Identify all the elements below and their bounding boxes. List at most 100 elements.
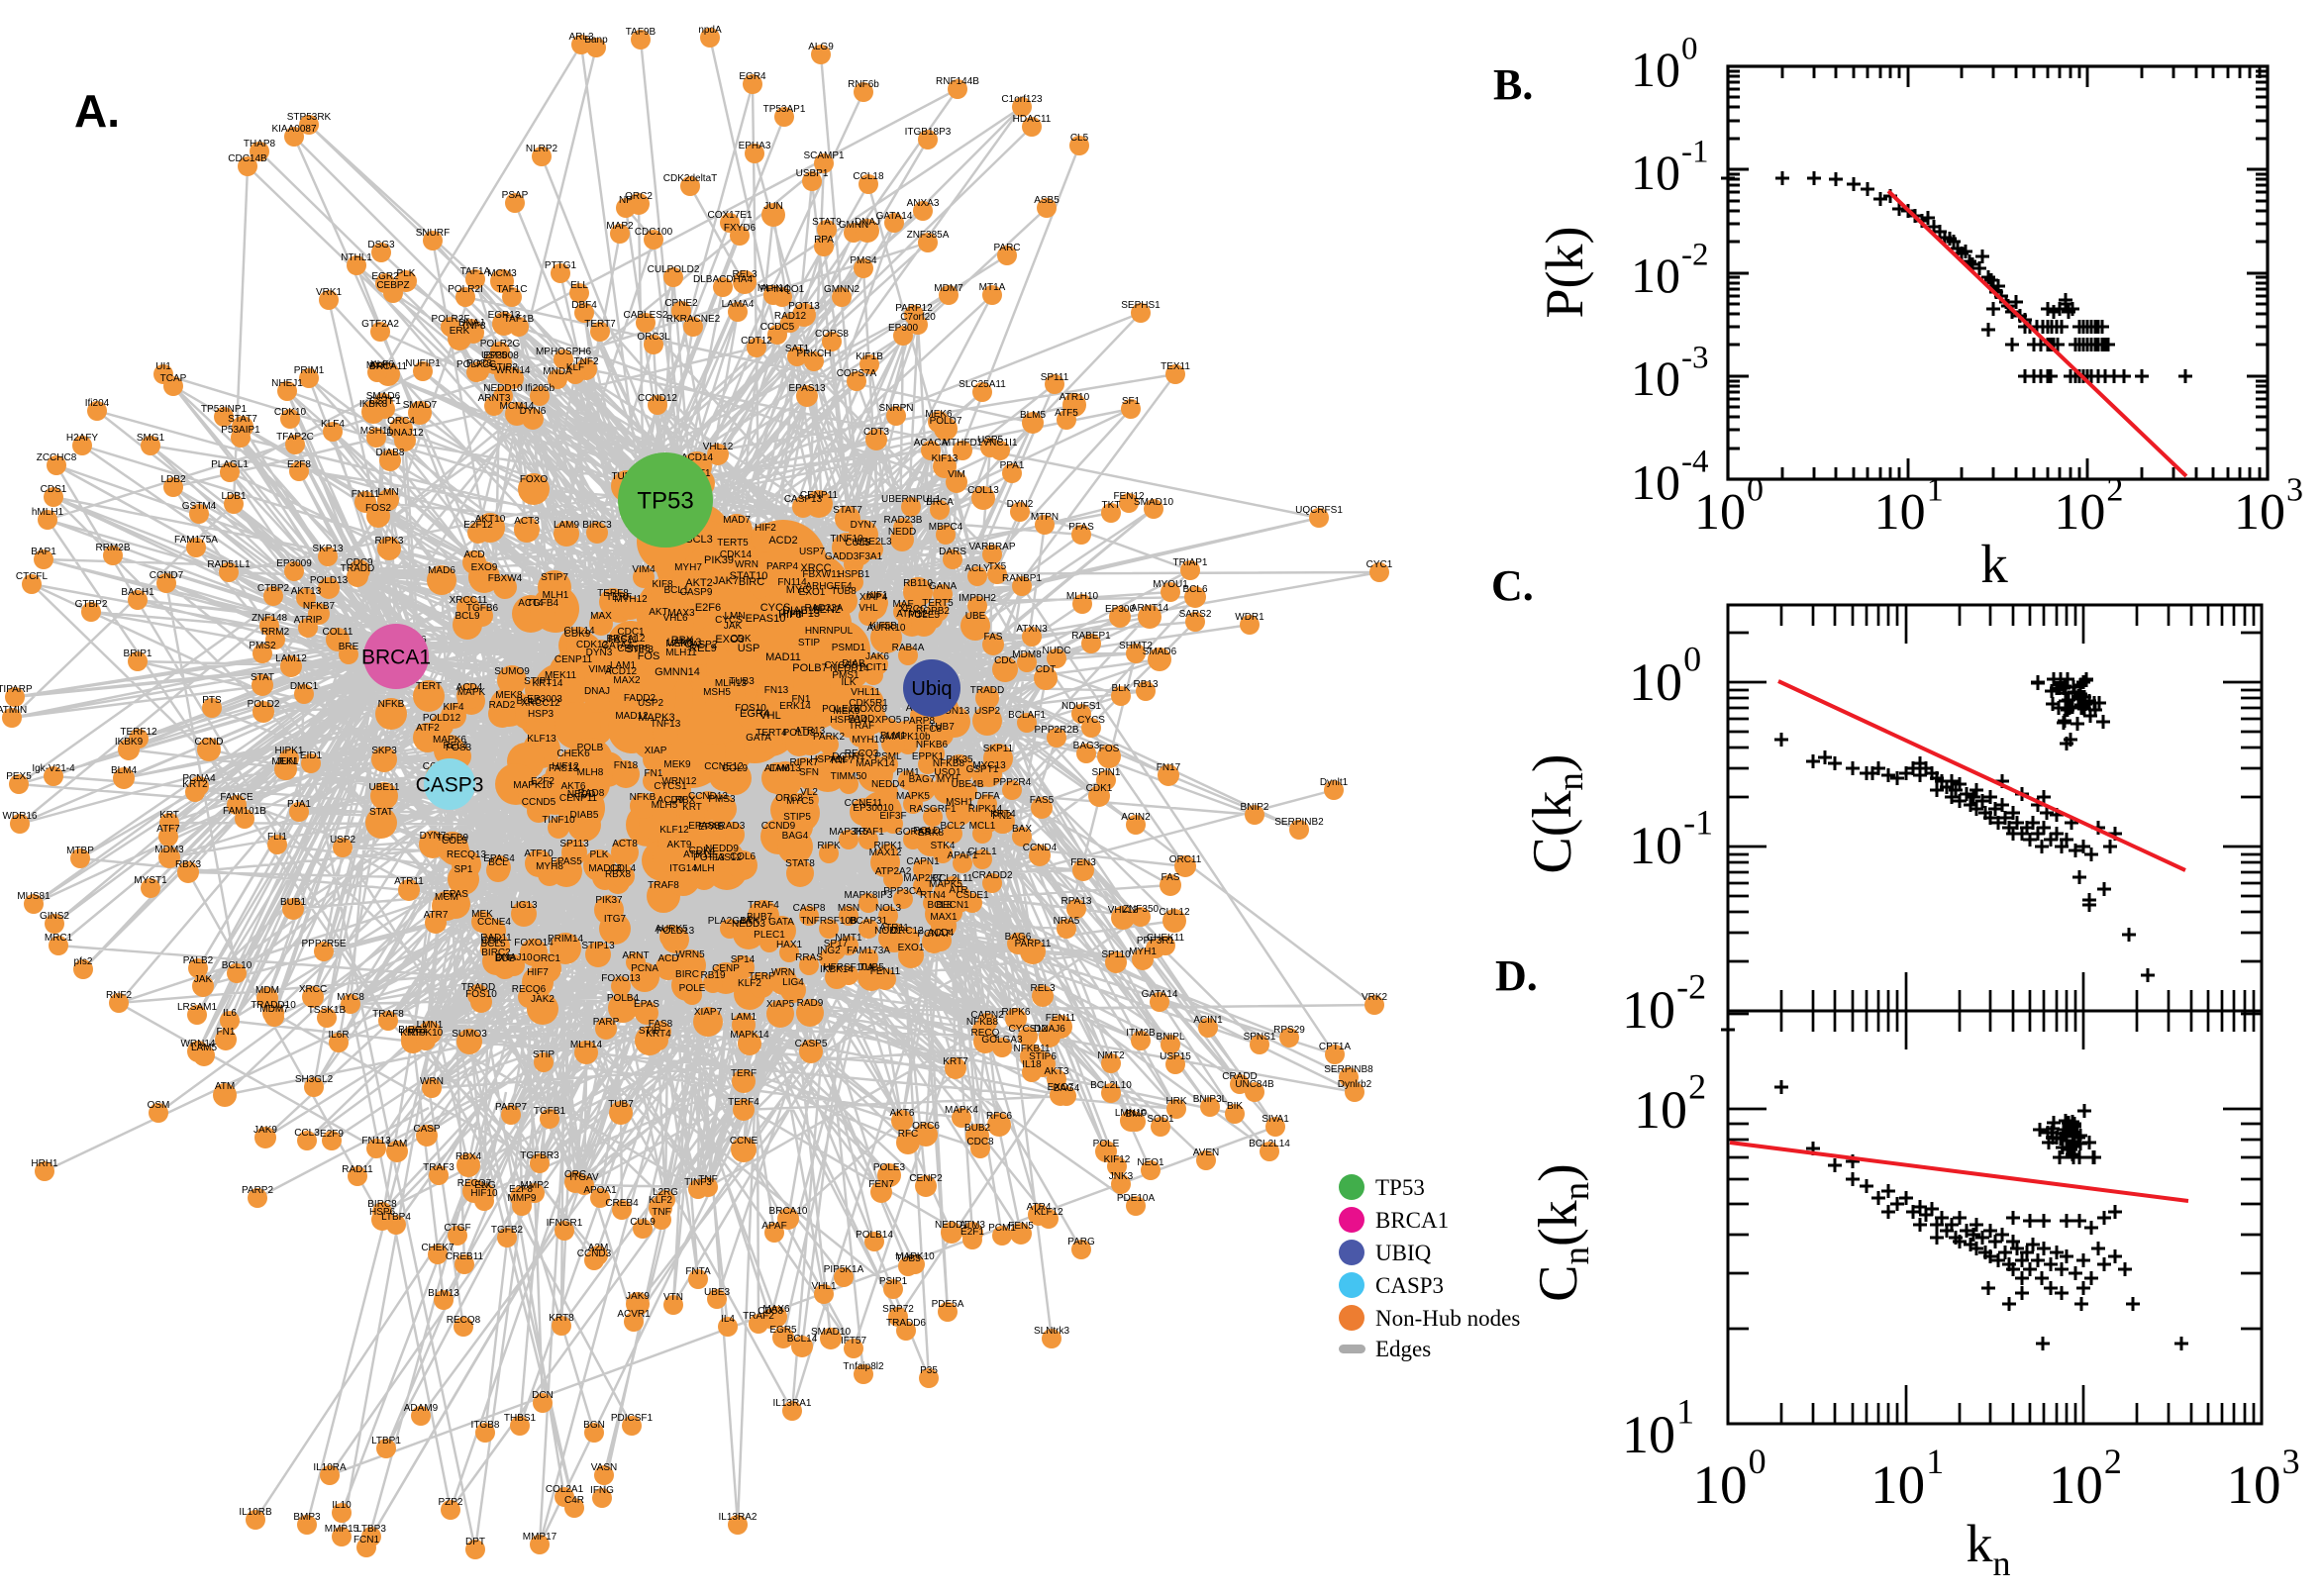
svg-text:ACD14: ACD14 <box>681 452 714 463</box>
svg-text:LAM5: LAM5 <box>191 1043 218 1053</box>
svg-text:MTBP: MTBP <box>66 846 94 856</box>
svg-text:ORC6: ORC6 <box>912 1121 940 1132</box>
svg-text:Dynlrb2: Dynlrb2 <box>1338 1079 1372 1090</box>
svg-text:EP300: EP300 <box>1105 604 1135 615</box>
svg-text:ITGB8: ITGB8 <box>471 1420 500 1431</box>
svg-text:MEK1: MEK1 <box>271 756 299 767</box>
svg-text:ATR11: ATR11 <box>394 876 424 887</box>
svg-text:EIF3F: EIF3F <box>879 811 906 822</box>
svg-text:MAX: MAX <box>590 611 612 622</box>
svg-text:PLA2G4A: PLA2G4A <box>708 916 753 927</box>
svg-text:RECQ6: RECQ6 <box>512 984 547 995</box>
svg-text:STP53RK: STP53RK <box>287 112 332 123</box>
svg-text:SHMT2: SHMT2 <box>1119 641 1153 651</box>
svg-text:WRN12: WRN12 <box>661 776 696 787</box>
svg-text:APAF1: APAF1 <box>948 850 978 861</box>
svg-text:CASP13: CASP13 <box>784 494 823 505</box>
svg-text:DYN6: DYN6 <box>520 406 547 417</box>
svg-text:STIP: STIP <box>639 1026 661 1037</box>
svg-text:HSPA1L: HSPA1L <box>810 754 848 765</box>
svg-text:TNF: TNF <box>698 1174 717 1185</box>
svg-text:TRADD10: TRADD10 <box>251 1000 296 1011</box>
svg-text:10: 10 <box>1622 980 1675 1040</box>
svg-text:ZNF385A: ZNF385A <box>907 230 950 241</box>
svg-text:RRAS: RRAS <box>795 952 823 963</box>
svg-text:JNK3: JNK3 <box>1109 1171 1134 1182</box>
svg-text:ITGAV: ITGAV <box>569 1172 599 1183</box>
svg-text:BUB1: BUB1 <box>280 897 307 908</box>
svg-text:NUFIP1: NUFIP1 <box>405 358 441 369</box>
svg-text:KRT4: KRT4 <box>990 809 1016 820</box>
svg-text:SKP3: SKP3 <box>371 746 397 756</box>
svg-text:CDS1: CDS1 <box>41 484 67 495</box>
svg-text:ACT4: ACT4 <box>518 598 544 609</box>
svg-text:BLM13: BLM13 <box>428 1288 459 1299</box>
svg-text:RFC8: RFC8 <box>916 724 943 735</box>
svg-text:BCL2L10: BCL2L10 <box>1090 1080 1132 1091</box>
svg-text:APAF: APAF <box>761 1221 786 1232</box>
svg-text:MAD7: MAD7 <box>723 515 751 526</box>
svg-text:ILK: ILK <box>841 677 856 688</box>
svg-text:PSIP1: PSIP1 <box>879 1276 908 1287</box>
svg-text:CYCS5: CYCS5 <box>824 660 858 671</box>
svg-text:BCL9: BCL9 <box>454 611 479 622</box>
svg-text:USBP1: USBP1 <box>796 168 829 179</box>
svg-text:XIAP7: XIAP7 <box>694 1007 723 1018</box>
svg-text:MCL1: MCL1 <box>969 821 996 832</box>
svg-text:A2M: A2M <box>588 1243 609 1253</box>
svg-text:CENP: CENP <box>712 963 740 974</box>
svg-text:Tnfaip8l2: Tnfaip8l2 <box>843 1361 884 1372</box>
svg-text:ACIN2: ACIN2 <box>1121 812 1151 823</box>
svg-text:PSMD1: PSMD1 <box>832 643 866 653</box>
svg-text:PZP2: PZP2 <box>438 1497 462 1508</box>
svg-text:MEK: MEK <box>471 909 493 920</box>
svg-text:EXO9: EXO9 <box>471 562 498 573</box>
svg-text:EPPK1: EPPK1 <box>912 751 945 762</box>
svg-text:ADAM9: ADAM9 <box>404 1403 439 1414</box>
svg-text:EPAS5: EPAS5 <box>551 856 582 867</box>
svg-text:MTPN: MTPN <box>1031 512 1059 523</box>
svg-text:MLH: MLH <box>693 863 714 874</box>
svg-text:PCM1: PCM1 <box>988 1223 1016 1234</box>
svg-text:REL4: REL4 <box>443 741 467 751</box>
svg-text:RB13: RB13 <box>1133 679 1158 690</box>
svg-text:EP3008: EP3008 <box>483 350 519 361</box>
svg-text:TGFBR3: TGFBR3 <box>520 1150 559 1161</box>
svg-text:TUB8: TUB8 <box>831 586 857 597</box>
svg-text:IL18: IL18 <box>1022 1059 1042 1070</box>
svg-text:FOS3: FOS3 <box>446 743 472 753</box>
svg-text:HIPK1: HIPK1 <box>275 746 304 756</box>
svg-text:ATR7: ATR7 <box>424 910 449 921</box>
svg-text:MPHOSPH6: MPHOSPH6 <box>536 347 592 357</box>
svg-text:TGFB9: TGFB9 <box>437 833 469 844</box>
svg-text:BLM1: BLM1 <box>880 731 907 742</box>
svg-text:STIP2: STIP2 <box>490 362 518 373</box>
svg-text:ACIN1: ACIN1 <box>1193 1015 1223 1026</box>
svg-text:3: 3 <box>2282 1442 2300 1481</box>
svg-text:-4: -4 <box>1681 445 1709 480</box>
svg-text:HIF12: HIF12 <box>552 761 579 772</box>
svg-text:TNFRSF10B: TNFRSF10B <box>800 916 858 927</box>
svg-text:MT1A: MT1A <box>979 282 1006 293</box>
svg-text:BRCA: BRCA <box>926 497 954 508</box>
svg-text:EPAS: EPAS <box>634 999 659 1010</box>
svg-text:COL9: COL9 <box>722 763 749 774</box>
svg-text:DFFA: DFFA <box>974 791 1000 802</box>
svg-text:ACD4: ACD4 <box>456 682 483 693</box>
svg-text:CASP5: CASP5 <box>795 1039 828 1049</box>
svg-text:-1: -1 <box>1681 135 1709 170</box>
svg-text:RBX4: RBX4 <box>455 1151 482 1162</box>
svg-text:FAS5: FAS5 <box>1030 795 1055 806</box>
svg-text:APOA1: APOA1 <box>583 1185 617 1196</box>
svg-text:RNF2: RNF2 <box>106 990 133 1001</box>
svg-text:ORC8: ORC8 <box>775 793 803 804</box>
svg-text:TP53: TP53 <box>637 487 693 514</box>
svg-text:JAK9: JAK9 <box>253 1125 277 1136</box>
svg-text:P(k): P(k) <box>1535 227 1594 319</box>
svg-text:PN2: PN2 <box>992 811 1012 822</box>
svg-text:GTBP2: GTBP2 <box>75 599 108 610</box>
svg-text:FOXO13: FOXO13 <box>601 973 641 984</box>
svg-text:CUL9: CUL9 <box>630 1217 656 1228</box>
svg-text:SP113: SP113 <box>559 839 589 849</box>
svg-text:VHL11: VHL11 <box>851 687 880 698</box>
